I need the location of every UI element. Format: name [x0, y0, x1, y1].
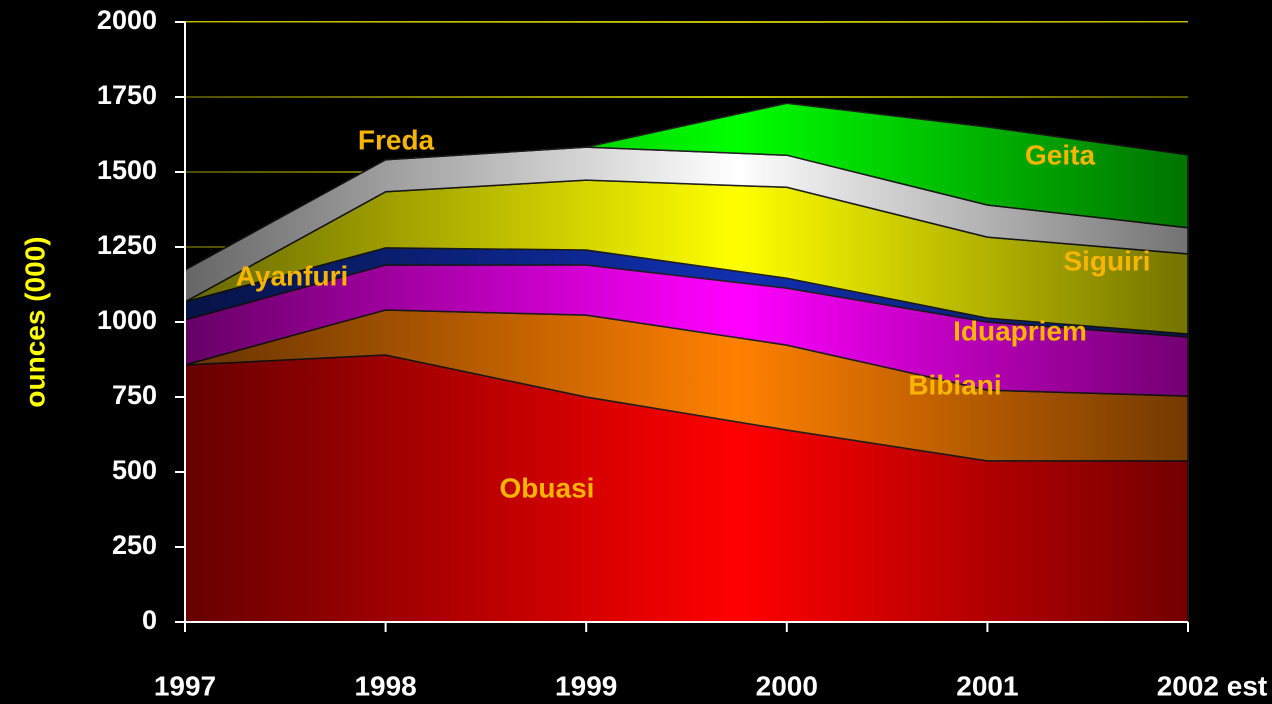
y-tick-label: 1500: [97, 155, 157, 185]
series-label: Geita: [1025, 139, 1095, 170]
y-tick-label: 1000: [97, 305, 157, 335]
series-label: Obuasi: [500, 472, 595, 503]
x-tick-label: 2000: [756, 670, 818, 701]
series-label: Freda: [358, 124, 435, 155]
series-label: Siguiri: [1063, 245, 1150, 276]
y-tick-label: 750: [112, 380, 157, 410]
y-tick-label: 1750: [97, 80, 157, 110]
x-tick-label: 2001: [956, 670, 1018, 701]
series-label: Ayanfuri: [236, 260, 349, 291]
x-tick-label: 1999: [555, 670, 617, 701]
y-axis-label: ounces (000): [19, 236, 50, 407]
y-tick-label: 0: [142, 605, 157, 635]
y-tick-label: 250: [112, 530, 157, 560]
series-label: Bibiani: [908, 369, 1001, 400]
series-label: Iduapriem: [953, 315, 1087, 346]
y-tick-label: 1250: [97, 230, 157, 260]
x-tick-label: 1998: [354, 670, 416, 701]
y-tick-label: 500: [112, 455, 157, 485]
x-tick-label: 1997: [154, 670, 216, 701]
x-tick-label: 2002 est: [1157, 670, 1268, 701]
y-tick-label: 2000: [97, 5, 157, 35]
